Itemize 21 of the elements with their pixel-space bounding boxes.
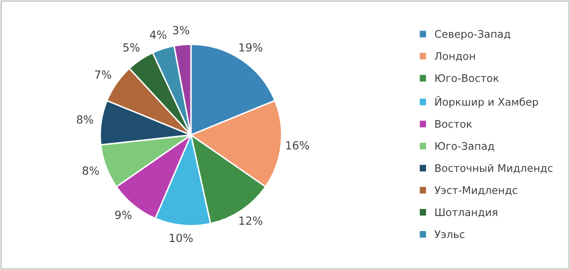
data-label: 9% bbox=[115, 210, 132, 220]
data-label: 3% bbox=[173, 26, 190, 34]
legend-label: Восток bbox=[435, 120, 472, 128]
data-label: 8% bbox=[76, 115, 94, 124]
data-label: 4% bbox=[150, 30, 166, 39]
data-label: 10% bbox=[170, 234, 193, 242]
legend-label: Восточный Мидлендс bbox=[435, 164, 552, 174]
data-label: 12% bbox=[239, 216, 262, 225]
legend-label: Уэльс bbox=[434, 230, 464, 238]
legend-label: Уэст-Мидлендс bbox=[434, 186, 518, 196]
data-label: 7% bbox=[95, 70, 112, 79]
legend-label: Юго-Запад bbox=[435, 142, 494, 152]
data-label: 5% bbox=[123, 43, 140, 52]
legend-label: Лондон bbox=[434, 52, 475, 62]
legend-label: Юго-Восток bbox=[435, 74, 499, 82]
legend-label: Шотландия bbox=[435, 208, 498, 218]
legend-label: Северо-Запад bbox=[434, 30, 510, 40]
legend-label: Йоркшир и Хамбер bbox=[435, 96, 538, 108]
data-label: 16% bbox=[286, 141, 310, 150]
data-label: 8% bbox=[82, 166, 99, 175]
data-label: 19% bbox=[239, 43, 262, 52]
